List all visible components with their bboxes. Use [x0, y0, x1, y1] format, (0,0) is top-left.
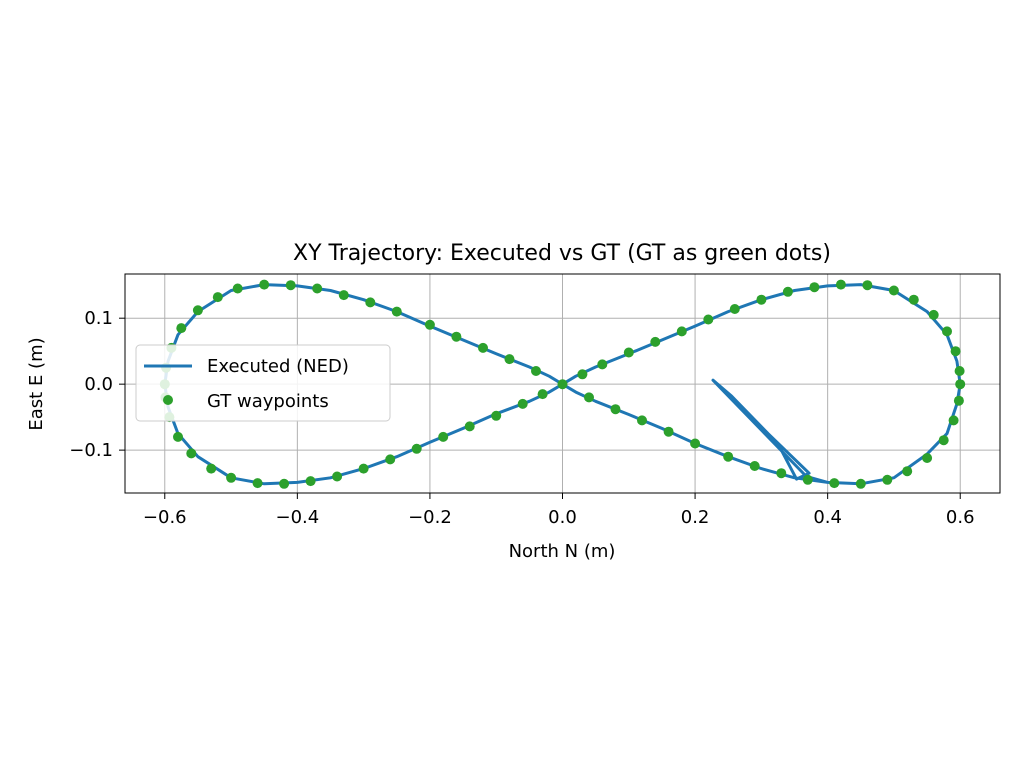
x-tick-label: −0.4 [275, 507, 319, 528]
gt-waypoint-dot [358, 463, 369, 474]
gt-waypoint-dot [948, 415, 959, 426]
gt-waypoint-dot [279, 478, 290, 489]
legend-gt-label: GT waypoints [207, 391, 329, 412]
x-tick-label: −0.2 [408, 507, 452, 528]
gt-waypoint-dot [809, 282, 820, 293]
executed-series [163, 283, 962, 486]
gt-waypoint-dot [597, 359, 608, 370]
gt-waypoint-dot [478, 342, 488, 353]
x-tick-label: 0.6 [946, 507, 975, 528]
gt-waypoint-dot [226, 472, 237, 483]
gt-waypoint-dot [577, 369, 588, 380]
gt-waypoint-dot [491, 410, 502, 421]
gt-waypoint-dot [637, 415, 647, 426]
x-tick-label: 0.2 [681, 507, 710, 528]
gt-waypoint-dot [391, 306, 402, 317]
gt-waypoint-dot [953, 395, 964, 406]
y-axis-ticks: −0.1 0.0 0.1 [69, 308, 125, 461]
gt-waypoint-dot [955, 379, 966, 390]
y-axis-label: East E (m) [26, 337, 47, 430]
gt-waypoint-dot [365, 297, 376, 308]
gt-waypoint-dot [703, 314, 714, 325]
gt-waypoint-dot [802, 474, 813, 485]
gt-waypoint-dot [888, 285, 899, 296]
gt-waypoint-dot [942, 326, 952, 337]
gt-waypoint-dot [285, 280, 296, 291]
gt-waypoint-dot [928, 309, 939, 320]
gt-waypoint-dot [756, 294, 767, 305]
gt-waypoint-dot [938, 435, 949, 446]
gt-waypoint-dot [537, 389, 548, 400]
gt-waypoint-dot [259, 279, 270, 290]
executed-trajectory-line [163, 283, 962, 486]
gt-waypoint-dot [186, 448, 197, 459]
gt-waypoint-dot [835, 279, 846, 290]
gt-waypoint-dot [385, 454, 396, 465]
gt-waypoint-dot [338, 290, 349, 301]
gt-waypoint-dot [950, 346, 961, 357]
gt-waypoint-dot [531, 366, 541, 376]
gt-waypoint-dot [723, 451, 734, 462]
gt-waypoint-dot [782, 286, 793, 297]
x-tick-label: 0.4 [813, 507, 842, 528]
gt-waypoint-dot [557, 379, 568, 390]
gt-waypoint-dot [584, 392, 594, 403]
gt-waypoint-dot [411, 443, 422, 454]
x-axis-ticks: −0.6 −0.4 −0.2 0.0 0.2 0.4 0.6 [143, 493, 975, 528]
gt-waypoint-dot [690, 438, 701, 449]
legend-box [135, 344, 391, 422]
gt-waypoint-dot [902, 466, 913, 477]
x-tick-label: 0.0 [548, 507, 577, 528]
legend-gt-swatch [163, 395, 173, 405]
gt-waypoint-dot [504, 354, 515, 365]
gt-waypoint-dot [424, 319, 435, 330]
y-tick-label: 0.1 [84, 308, 113, 329]
gt-waypoint-dot [252, 478, 263, 489]
y-tick-label: −0.1 [69, 440, 113, 461]
x-tick-label: −0.6 [143, 507, 187, 528]
gt-waypoint-dot [176, 323, 187, 334]
gt-waypoint-dot [173, 431, 183, 442]
gt-waypoint-dot [206, 463, 217, 474]
chart-title: XY Trajectory: Executed vs GT (GT as gre… [293, 241, 831, 266]
gt-waypoint-dot [332, 471, 343, 482]
gt-waypoint-dot [676, 326, 687, 337]
y-tick-label: 0.0 [84, 374, 113, 395]
gt-waypoint-dot [829, 478, 840, 489]
gt-waypoint-dot [862, 280, 873, 291]
gt-waypoint-dot [464, 421, 475, 432]
gt-waypoint-dot [882, 474, 893, 485]
legend: Executed (NED) GT waypoints [135, 344, 391, 422]
gt-waypoint-dot [729, 304, 740, 314]
gt-waypoint-dot [908, 294, 919, 305]
gt-waypoint-dot [451, 331, 462, 342]
gt-waypoint-dot [776, 468, 787, 479]
gt-waypoint-dot [212, 292, 223, 303]
gt-waypoint-dot [855, 478, 866, 489]
gt-waypoint-dot [192, 305, 203, 316]
gt-waypoint-dot [749, 461, 760, 471]
gt-waypoint-dot [312, 283, 323, 294]
gt-waypoint-dot [650, 336, 661, 347]
legend-executed-label: Executed (NED) [207, 356, 349, 377]
gt-waypoint-dot [663, 426, 674, 437]
x-axis-label: North N (m) [509, 541, 616, 562]
gt-waypoint-dot [610, 404, 621, 415]
gt-waypoint-dot [438, 431, 449, 442]
gt-waypoint-dot [954, 366, 965, 376]
gt-waypoint-dot [623, 347, 634, 358]
gt-waypoint-dot [232, 283, 243, 294]
gt-waypoint-dot [922, 453, 933, 463]
gt-waypoint-dot [517, 398, 528, 409]
gt-waypoint-dot [305, 476, 316, 487]
